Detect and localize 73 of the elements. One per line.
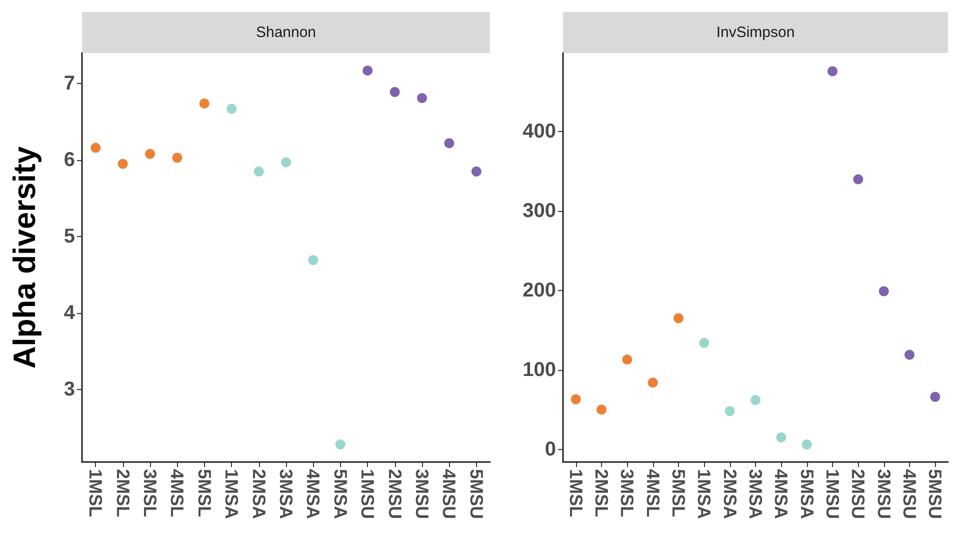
x-tick-label: 1MSL (86, 469, 106, 518)
point (904, 350, 914, 360)
x-tick-label: 4MSL (642, 469, 663, 518)
point (750, 395, 760, 406)
y-tick-label: 200 (522, 279, 556, 302)
point (596, 404, 606, 415)
x-tick-label: 5MSU (466, 469, 486, 520)
point (648, 378, 658, 388)
x-tick-label: 4MSA (303, 469, 324, 520)
point (172, 152, 182, 163)
x-tick-label: 1MSL (566, 469, 586, 518)
x-tick-label: 1MSA (222, 469, 242, 520)
x-tick-label: 3MSU (412, 469, 432, 520)
point (254, 166, 264, 176)
point (390, 86, 400, 97)
y-axis-title: Alpha diversity (7, 146, 42, 369)
x-tick-label: 5MSA (796, 469, 817, 520)
point (930, 392, 940, 402)
x-tick-label: 4MSU (900, 469, 920, 520)
y-tick-label: 7 (64, 72, 75, 95)
point (145, 148, 155, 159)
x-tick-label: 3MSL (140, 469, 160, 518)
point (417, 93, 427, 104)
y-tick-label: 300 (522, 200, 556, 222)
y-tick-label: 4 (64, 302, 76, 324)
x-tick-label: 2MSA (248, 469, 269, 520)
x-tick-label: 5MSA (330, 469, 350, 520)
point (362, 66, 373, 76)
x-tick-label: 3MSL (617, 469, 638, 518)
x-tick-label: 1MSA (694, 469, 714, 520)
x-tick-label: 4MSA (771, 469, 792, 520)
point (802, 440, 812, 450)
point (90, 142, 101, 153)
x-tick-label: 5MSL (668, 469, 688, 518)
point (335, 439, 346, 450)
x-tick-label: 1MSU (358, 469, 378, 520)
x-tick-label: 5MSL (194, 469, 214, 518)
x-tick-label: 4MSU (439, 469, 460, 520)
point (622, 354, 632, 365)
y-tick-label: 0 (544, 438, 556, 460)
point (699, 338, 710, 348)
point (308, 255, 318, 266)
chart-title: Shannon (82, 12, 490, 53)
point (853, 174, 864, 184)
x-tick-label: 2MSL (592, 469, 612, 518)
x-tick-label: 3MSU (874, 469, 894, 520)
x-tick-label: 2MSU (848, 469, 868, 520)
point (828, 66, 838, 76)
point (444, 138, 454, 148)
point (199, 98, 210, 108)
point (724, 406, 735, 416)
x-tick-label: 5MSU (925, 469, 946, 520)
point (878, 286, 889, 296)
x-tick-label: 4MSL (167, 469, 188, 518)
chart-title: InvSimpson (563, 12, 948, 53)
point (226, 104, 237, 114)
point (281, 157, 291, 168)
point (471, 166, 482, 176)
point (570, 394, 581, 404)
point (674, 313, 684, 324)
y-tick-label: 5 (64, 225, 75, 248)
x-tick-label: 2MSA (720, 469, 740, 520)
x-tick-label: 3MSA (276, 469, 296, 520)
point (776, 432, 786, 442)
point (118, 158, 128, 169)
x-tick-label: 2MSL (112, 469, 133, 518)
x-tick-label: 1MSU (822, 469, 842, 520)
x-tick-label: 3MSA (746, 469, 766, 520)
x-tick-label: 2MSU (384, 469, 405, 520)
y-tick-label: 3 (64, 378, 75, 400)
y-tick-label: 6 (64, 149, 75, 172)
y-tick-label: 100 (522, 358, 556, 381)
y-tick-label: 400 (522, 120, 556, 143)
